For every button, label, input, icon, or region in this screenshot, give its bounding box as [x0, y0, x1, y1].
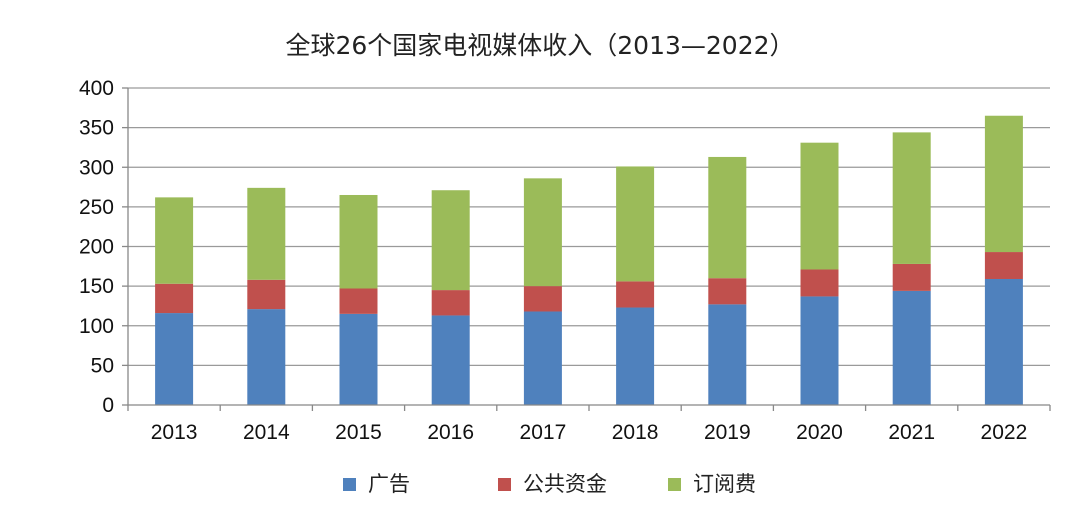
x-tick-label: 2020 — [796, 421, 843, 444]
bar-segment-2022-s1 — [984, 252, 1023, 279]
legend: 广告 公共资金 订阅费 — [343, 472, 756, 496]
bar-segment-2018-s0 — [616, 307, 655, 405]
bar-segment-2017-s0 — [523, 311, 562, 405]
bar-segment-2013-s1 — [155, 283, 194, 314]
chart-title: 全球26个国家电视媒体收入（2013—2022） — [285, 31, 794, 60]
legend-swatch-s0 — [343, 478, 356, 491]
y-tick-label: 50 — [91, 354, 114, 377]
legend-swatch-s1 — [498, 478, 511, 491]
x-tick-label: 2013 — [151, 421, 198, 444]
bar-segment-2014-s1 — [247, 279, 286, 310]
axes: 0 50 100 150 200 250 300 350 400 2013 2014 2015 2016… — [79, 77, 1051, 444]
y-tick-label: 350 — [79, 117, 114, 140]
x-tick-label: 2019 — [704, 421, 751, 444]
y-tick-label: 0 — [102, 394, 114, 417]
bar-segment-2013-s0 — [155, 313, 194, 405]
x-tick-label: 2016 — [427, 421, 474, 444]
bar-segment-2014-s2 — [247, 187, 286, 280]
bar-segment-2019-s1 — [708, 278, 747, 305]
y-tick-label: 300 — [79, 156, 114, 179]
bar-segment-2015-s0 — [339, 313, 378, 405]
bar-segment-2016-s1 — [431, 290, 470, 316]
legend-label-s0: 广告 — [368, 472, 410, 496]
y-tick-label: 250 — [79, 196, 114, 219]
y-tick-label: 200 — [79, 236, 114, 259]
x-tick-label: 2021 — [888, 421, 935, 444]
x-tick-label: 2022 — [981, 421, 1028, 444]
x-tick-label: 2015 — [335, 421, 382, 444]
bar-segment-2015-s1 — [339, 288, 378, 314]
legend-swatch-s2 — [668, 478, 681, 491]
bar-segment-2014-s0 — [247, 309, 286, 405]
x-tick-label: 2018 — [612, 421, 659, 444]
bar-segment-2016-s2 — [431, 190, 470, 291]
bar-segment-2019-s0 — [708, 304, 747, 405]
bar-segment-2020-s2 — [800, 142, 839, 270]
bar-segment-2017-s1 — [523, 286, 562, 312]
y-tick-label: 400 — [79, 77, 114, 100]
y-tick-label: 100 — [79, 315, 114, 338]
bar-segment-2015-s2 — [339, 194, 378, 289]
bar-segment-2021-s0 — [892, 290, 931, 405]
bar-segment-2020-s0 — [800, 296, 839, 405]
legend-label-s2: 订阅费 — [693, 472, 756, 496]
bar-segment-2022-s2 — [984, 115, 1023, 253]
bar-segment-2022-s0 — [984, 278, 1023, 405]
bar-segment-2018-s1 — [616, 281, 655, 308]
legend-label-s1: 公共资金 — [523, 472, 607, 496]
bar-segment-2018-s2 — [616, 166, 655, 282]
x-tick-label: 2017 — [520, 421, 567, 444]
bar-segment-2017-s2 — [523, 178, 562, 287]
bar-segment-2020-s1 — [800, 269, 839, 297]
bar-segment-2016-s0 — [431, 315, 470, 405]
bar-segment-2013-s2 — [155, 197, 194, 284]
bars — [155, 115, 1023, 405]
bar-segment-2019-s2 — [708, 156, 747, 279]
y-tick-label: 150 — [79, 275, 114, 298]
bar-segment-2021-s2 — [892, 132, 931, 264]
bar-segment-2021-s1 — [892, 263, 931, 291]
x-tick-label: 2014 — [243, 421, 290, 444]
